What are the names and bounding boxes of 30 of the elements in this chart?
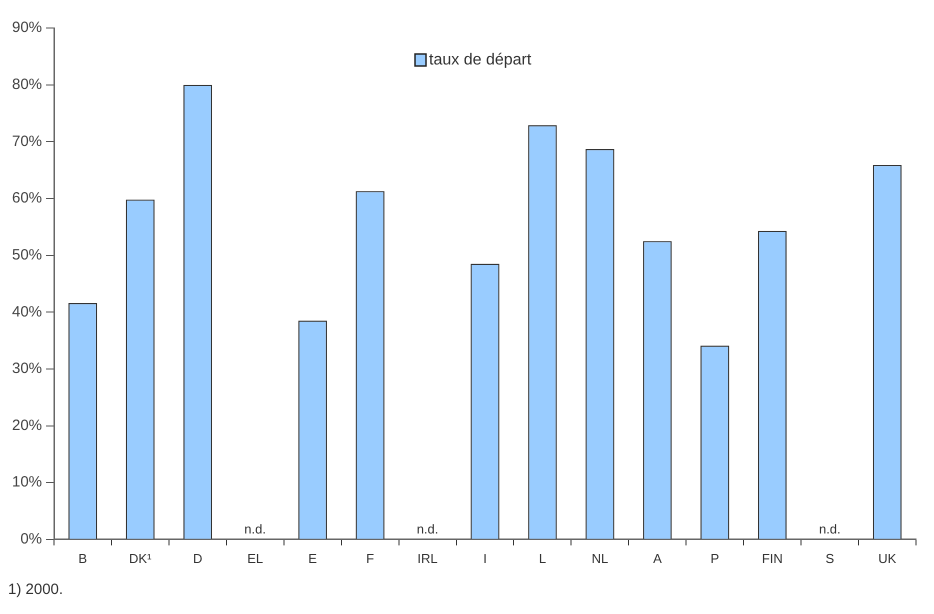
x-tick-label: IRL xyxy=(417,550,438,566)
x-tick-label: NL xyxy=(592,550,608,566)
x-tick-label: EL xyxy=(247,550,264,566)
x-tick-label: S xyxy=(825,550,834,566)
y-tick-label: 0% xyxy=(20,530,42,548)
x-tick-label: D xyxy=(192,550,202,566)
x-tick-label: DK¹ xyxy=(129,550,152,566)
legend-label: taux de départ xyxy=(429,51,532,68)
text: n.d. xyxy=(818,521,841,536)
y-tick-label: 40% xyxy=(12,303,42,320)
y-tick-label: 90% xyxy=(12,19,42,36)
y-tick-label: 70% xyxy=(12,132,42,150)
x-tick-label: A xyxy=(653,550,662,566)
x-tick-label: F xyxy=(366,550,374,566)
x-tick-label: UK xyxy=(878,550,897,566)
x-tick-label: B xyxy=(78,550,88,566)
text: n.d. xyxy=(244,521,266,536)
x-tick-label: I xyxy=(483,550,487,566)
text: n.d. xyxy=(416,521,438,536)
y-tick-label: 30% xyxy=(12,360,42,378)
y-tick-label: 50% xyxy=(12,246,42,264)
x-tick-label: L xyxy=(538,550,546,566)
x-tick-label: FIN xyxy=(762,550,783,566)
x-tick-label: E xyxy=(308,550,318,566)
x-tick-label: P xyxy=(710,550,720,566)
y-tick-label: 20% xyxy=(12,416,42,434)
y-tick-label: 10% xyxy=(12,474,42,491)
text: 1) 2000. xyxy=(8,581,64,598)
y-tick-label: 60% xyxy=(12,190,42,207)
y-tick-label: 80% xyxy=(12,76,42,93)
